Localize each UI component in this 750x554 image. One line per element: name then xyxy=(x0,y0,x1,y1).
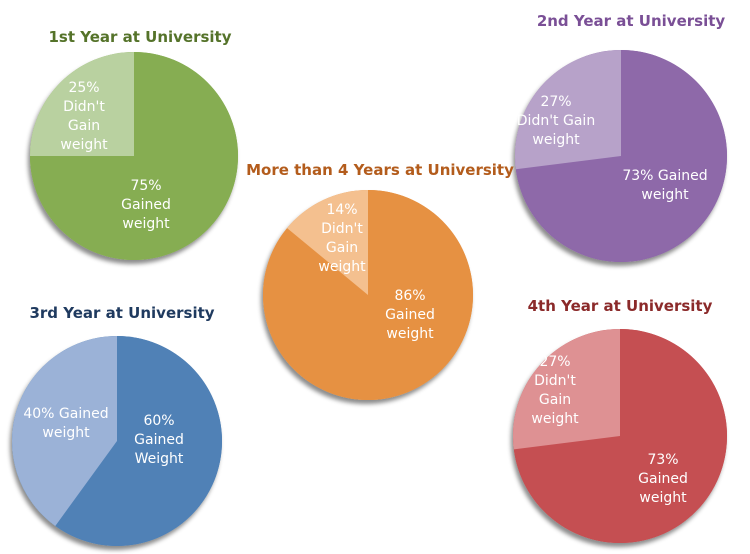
pie-slice xyxy=(513,329,727,543)
chart-title: 1st Year at University xyxy=(48,28,231,46)
pie-slice xyxy=(12,335,117,526)
pie-slice xyxy=(514,50,621,170)
slice-label: 75% Gained weight xyxy=(121,178,171,232)
slice-label: 73% Gained weight xyxy=(638,452,688,506)
pie-slice xyxy=(30,52,134,156)
chart-title: More than 4 Years at University xyxy=(246,161,514,179)
slice-label: 86% Gained weight xyxy=(385,288,435,342)
slice-label: 40% Gained weight xyxy=(23,406,108,441)
pie-y1: 1st Year at University 75% Gained weight 25%… xyxy=(30,28,238,260)
pie-y4: 4th Year at University 73% Gained weight 27%… xyxy=(513,297,727,543)
slice-label: 27% Didn't Gain weight xyxy=(517,94,595,148)
slice-label: 60% Gained Weight xyxy=(134,413,184,467)
slice-label: 73% Gained weight xyxy=(622,168,707,203)
slice-label: 27% Didn't Gain weight xyxy=(531,354,579,427)
chart-title: 3rd Year at University xyxy=(29,304,214,322)
pie-y2: 2nd Year at University 73% Gained weight 27… xyxy=(514,12,727,262)
slice-label: 14% Didn't Gain weight xyxy=(318,202,366,275)
pie-slice xyxy=(287,190,368,295)
chart-title: 2nd Year at University xyxy=(537,12,726,30)
pie-slice xyxy=(55,336,223,546)
chart-title: 4th Year at University xyxy=(528,297,713,315)
pie-slice xyxy=(515,50,727,262)
pie-y5: More than 4 Years at University 86% Gained… xyxy=(246,161,514,400)
pie-y3: 3rd Year at University 60% Gained Weight 40%… xyxy=(12,304,223,546)
slice-label: 25% Didn't Gain weight xyxy=(60,80,108,153)
pie-slice xyxy=(513,329,620,450)
